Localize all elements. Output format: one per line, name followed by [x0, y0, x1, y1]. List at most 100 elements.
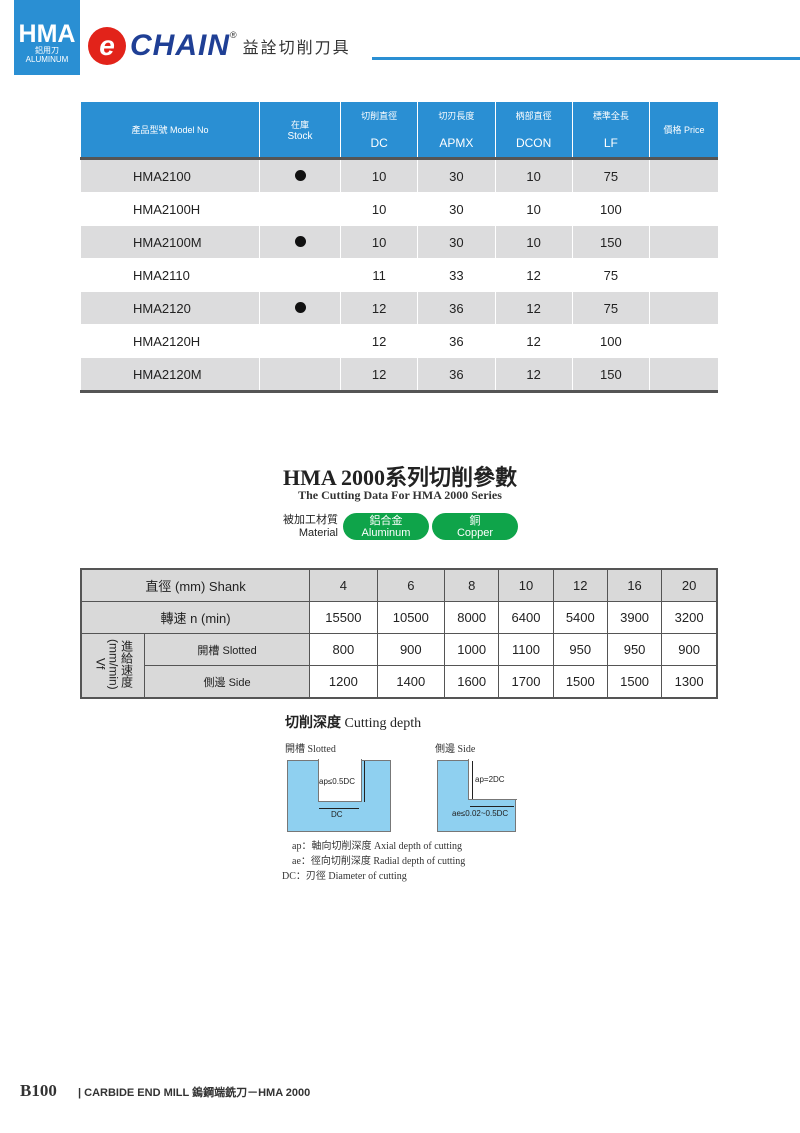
col-dcon: 柄部直徑 DCON	[494, 102, 573, 159]
shanks-cell: 10	[498, 568, 554, 602]
product-row: HMA2110 11 33 12 75	[80, 258, 718, 292]
shanks-cell: 6	[376, 568, 446, 602]
speeds-cell: 5400	[552, 601, 608, 634]
cell-price	[649, 324, 718, 358]
cell-lf: 150	[571, 357, 650, 392]
cell-lf: 75	[571, 258, 650, 292]
cell-model: HMA2120	[80, 291, 260, 325]
cell-dcon: 12	[494, 291, 573, 325]
cell-model: HMA2120M	[80, 357, 260, 392]
company-name: 益詮切削刀具	[242, 40, 351, 57]
material-label: 被加工材質 Material	[283, 514, 338, 539]
speeds-cell: 10500	[376, 601, 446, 634]
registered-mark: ®	[230, 30, 237, 40]
cell-dcon: 12	[494, 324, 573, 358]
legend-ap: ap：軸向切削深度 Axial depth of cutting	[292, 841, 462, 852]
side-diagram-label: 側邊 Side	[435, 744, 476, 755]
cell-dcon: 10	[494, 192, 573, 226]
slot-dc-annotation: DC	[331, 810, 343, 819]
slotted-cell: 900	[376, 633, 446, 666]
page-number: B100	[20, 1081, 57, 1100]
slotted-cell: 1000	[444, 633, 500, 666]
slotted-cell: 1100	[498, 633, 554, 666]
section-title: HMA 2000系列切削參數	[282, 465, 518, 490]
cell-price	[649, 225, 718, 259]
product-row: HMA2100 10 30 10 75	[80, 158, 718, 193]
side-ap-annotation: ap=2DC	[475, 775, 505, 784]
footer-title: | CARBIDE END MILL 鎢鋼端銑刀－HMA 2000	[78, 1087, 311, 1099]
speeds-cell: 15500	[309, 601, 378, 634]
cell-stock	[259, 324, 341, 358]
cell-lf: 75	[571, 291, 650, 325]
shanks-cell: 4	[309, 568, 378, 602]
badge-zh: 鋁用刀	[35, 46, 59, 55]
cell-price	[649, 258, 718, 292]
shanks-cell: 20	[661, 568, 718, 602]
material-copper-badge: 銅 Copper	[432, 513, 518, 540]
cell-model: HMA2100H	[80, 192, 260, 226]
in-stock-dot-icon	[294, 235, 306, 247]
category-badge: HMA 鋁用刀 ALUMINUM	[14, 0, 80, 75]
product-row: HMA2120 12 36 12 75	[80, 291, 718, 325]
cell-lf: 100	[571, 324, 650, 358]
product-row: HMA2120H 12 36 12 100	[80, 324, 718, 358]
cell-lf: 100	[571, 192, 650, 226]
cutting-depth-title: 切削深度 Cutting depth	[285, 714, 422, 731]
cell-stock	[259, 291, 341, 325]
slotted-cell: 950	[606, 633, 663, 666]
side-feed-row: 側邊 Side 1200 1400 1600 1700 1500 1500 1300	[81, 665, 718, 699]
slotted-cell: 800	[309, 633, 378, 666]
brand-logo: e CHAIN ® 益詮切削刀具	[88, 26, 351, 66]
brand-name: CHAIN	[130, 29, 230, 62]
cell-stock	[259, 192, 341, 226]
cell-price	[649, 357, 718, 392]
product-row: HMA2100M 10 30 10 150	[80, 225, 718, 259]
slotted-feed-row: 進給速度 (mm/min) Vf 開槽 Slotted 800 900 1000 1100…	[80, 633, 718, 699]
section-subtitle: The Cutting Data For HMA 2000 Series	[298, 488, 502, 502]
legend-dc: DC：刃徑 Diameter of cutting	[282, 871, 407, 882]
cell-dcon: 10	[494, 225, 573, 259]
side-diagram: ap=2DC ae≤0.02~0.5DC	[437, 759, 517, 832]
in-stock-dot-icon	[294, 169, 306, 181]
cell-dcon: 12	[494, 258, 573, 292]
cell-apmx: 30	[417, 225, 495, 259]
col-price: 價格 Price	[649, 102, 718, 159]
cell-stock	[259, 158, 341, 193]
cell-dc: 10	[339, 225, 418, 259]
cell-price	[649, 291, 718, 325]
cell-model: HMA2110	[80, 258, 260, 292]
product-table: 產品型號 Model No 在庫 Stock 切削直徑 DC 切刃長度 APMX 柄部…	[80, 102, 718, 393]
feed-label: 進給速度 (mm/min) Vf	[80, 633, 145, 699]
cell-apmx: 33	[417, 258, 495, 292]
slot-ap-annotation: ap≤0.5DC	[319, 777, 355, 786]
cell-apmx: 36	[417, 357, 495, 392]
cell-apmx: 30	[417, 158, 495, 193]
cell-stock	[259, 258, 341, 292]
cell-dc: 11	[339, 258, 418, 292]
speeds-cell: 3900	[606, 601, 663, 634]
cell-model: HMA2100	[80, 158, 260, 193]
cell-price	[649, 158, 718, 193]
product-row: HMA2100H 10 30 10 100	[80, 192, 718, 226]
slotted-label: 開槽 Slotted	[143, 633, 311, 666]
slotted-diagram: ap≤0.5DC DC	[287, 759, 391, 832]
cell-lf: 150	[571, 225, 650, 259]
col-stock: 在庫 Stock	[259, 102, 341, 159]
cell-stock	[259, 225, 341, 259]
side-cell: 1500	[552, 665, 608, 699]
cell-dc: 12	[339, 357, 418, 392]
badge-title: HMA	[18, 20, 76, 48]
cutting-data-table: 直徑 (mm) Shank 4 6 8 10 12 16 20 轉速 n (min) 15500…	[80, 568, 718, 699]
shanks-cell: 8	[444, 568, 500, 602]
side-cell: 1200	[309, 665, 378, 699]
cell-price	[649, 192, 718, 226]
side-cell: 1300	[661, 665, 718, 699]
shanks-cell: 12	[552, 568, 608, 602]
side-ae-annotation: ae≤0.02~0.5DC	[452, 809, 509, 818]
cell-dcon: 12	[494, 357, 573, 392]
speeds-cell: 3200	[661, 601, 718, 634]
cell-apmx: 30	[417, 192, 495, 226]
col-model: 產品型號 Model No	[80, 102, 260, 159]
col-dc: 切削直徑 DC	[339, 102, 418, 159]
